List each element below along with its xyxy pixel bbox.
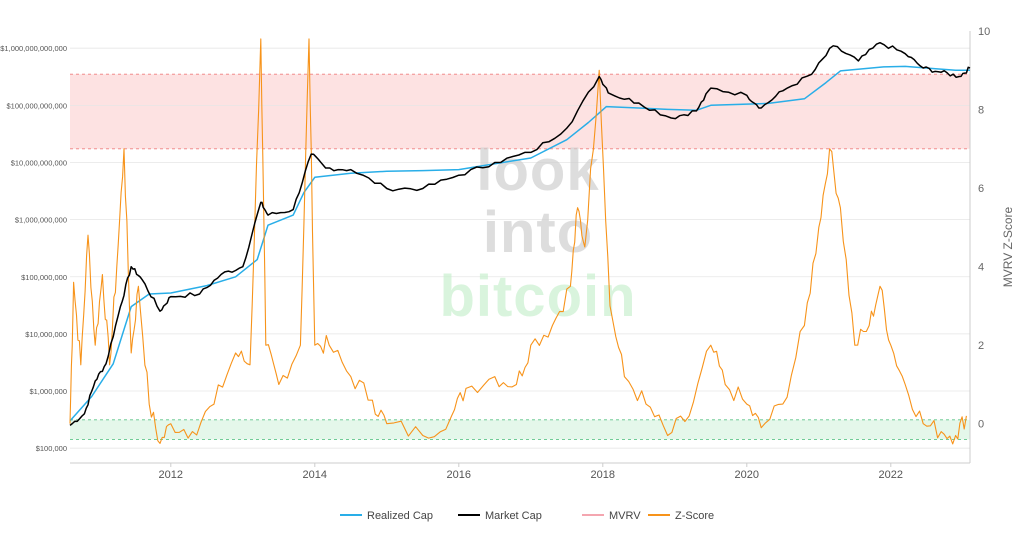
- y-right-axis-title: MVRV Z-Score: [1001, 206, 1015, 287]
- y-right-tick-label: 2: [978, 340, 984, 352]
- y-right-tick-label: 0: [978, 419, 984, 431]
- legend-item-z-score: Z-Score: [675, 510, 714, 522]
- y-left-tick-label: $1,000,000,000: [15, 216, 67, 225]
- x-tick-label: 2012: [159, 469, 183, 481]
- x-tick-label: 2018: [591, 469, 615, 481]
- y-left-tick-label: $10,000,000: [25, 330, 67, 339]
- series-line-market-cap: [69, 41, 971, 426]
- watermark-text: bitcoin: [439, 264, 636, 329]
- y-right-tick-label: 8: [978, 105, 984, 117]
- x-tick-label: 2022: [879, 469, 903, 481]
- x-tick-label: 2016: [447, 469, 471, 481]
- y-right-tick-label: 10: [978, 26, 990, 38]
- x-tick-label: 2014: [303, 469, 327, 481]
- y-right-tick-label: 4: [978, 262, 984, 274]
- legend-item-mvrv: MVRV: [609, 510, 641, 522]
- series-line-realized-cap: [69, 65, 970, 422]
- x-tick-label: 2020: [735, 469, 759, 481]
- y-left-tick-label: $100,000,000: [21, 273, 67, 282]
- series-line-z-score: [69, 38, 967, 445]
- watermark-text: into: [483, 200, 593, 265]
- legend-item-market-cap: Market Cap: [485, 510, 542, 522]
- y-left-tick-label: $1,000,000,000,000: [0, 44, 67, 53]
- band-undervalued: [70, 419, 970, 440]
- y-right-tick-label: 6: [978, 183, 984, 195]
- y-left-tick-label: $100,000: [36, 444, 67, 453]
- legend-item-realized-cap: Realized Cap: [367, 510, 433, 522]
- y-left-tick-label: $10,000,000,000: [11, 158, 67, 167]
- y-left-tick-label: $100,000,000,000: [7, 101, 67, 110]
- y-left-tick-label: $1,000,000: [29, 387, 67, 396]
